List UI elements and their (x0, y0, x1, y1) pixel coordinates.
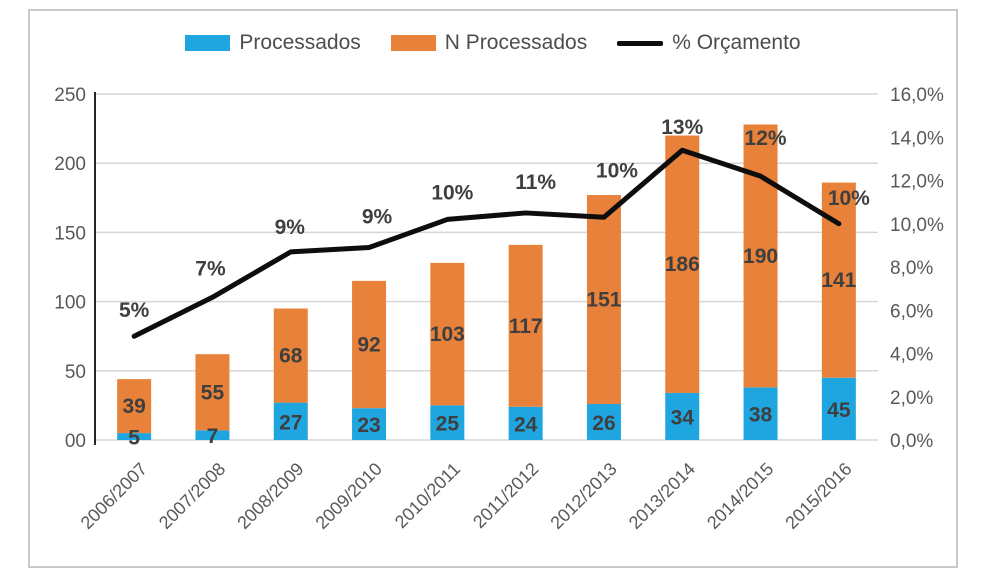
legend-item-orcamento: % Orçamento (617, 31, 801, 55)
bar-segment-processados (117, 433, 152, 440)
legend-swatch-processados-icon (185, 35, 231, 51)
right-axis-tick-label: 8,0% (890, 258, 933, 279)
bar-segment-processados (195, 430, 230, 440)
left-axis-tick-label: 100 (54, 293, 86, 314)
category-label: 2010/2011 (391, 459, 464, 532)
bar-segment-processados (743, 387, 778, 440)
bar-segment-n-processados (665, 135, 700, 393)
right-axis-tick-label: 2,0% (890, 388, 933, 409)
bar-segment-processados (273, 402, 308, 440)
right-axis-tick-label: 4,0% (890, 345, 933, 366)
trend-point-label: 13% (661, 116, 703, 139)
category-label: 2007/2008 (155, 459, 229, 533)
left-axis-tick-label: 150 (54, 223, 86, 244)
bar-segment-n-processados (352, 280, 387, 409)
left-axis-tick-label: 50 (65, 362, 86, 383)
trend-line (131, 147, 842, 339)
right-axis-tick-label: 16,0% (890, 85, 944, 106)
bar-value-label-n-processados: 68 (279, 345, 303, 368)
legend-item-processados: Processados (185, 31, 361, 55)
bar-value-label-n-processados: 55 (201, 381, 225, 404)
right-axis-tick-label: 12,0% (890, 172, 944, 193)
bar-value-label-n-processados: 92 (357, 334, 380, 357)
bar-value-label-processados: 23 (357, 414, 380, 437)
trend-point-label: 7% (195, 257, 226, 280)
category-label: 2006/2007 (77, 459, 151, 533)
bar-segment-processados (665, 392, 700, 440)
trend-point-label: 10% (596, 159, 638, 182)
bar-value-label-processados: 27 (279, 411, 302, 434)
legend: Processados N Processados % Orçamento (28, 31, 958, 55)
category-label: 2014/2015 (703, 459, 777, 533)
bar-segment-n-processados (743, 124, 778, 388)
bar-value-label-processados: 45 (827, 399, 851, 422)
bar-value-label-n-processados: 39 (122, 395, 145, 418)
chart-frame (28, 9, 958, 568)
bar-value-label-processados: 34 (671, 406, 695, 429)
bar-segment-processados (430, 405, 465, 440)
bar-segment-n-processados (117, 379, 152, 434)
legend-item-n-processados: N Processados (390, 31, 588, 55)
legend-swatch-orcamento-icon (617, 40, 664, 46)
trend-point-label: 10% (431, 181, 473, 204)
left-axis-tick-label: 00 (65, 431, 86, 452)
left-axis-tick-label: 250 (54, 85, 86, 106)
legend-label-n-processados: N Processados (444, 31, 588, 54)
bar-segment-processados (508, 406, 543, 440)
bar-value-label-processados: 5 (128, 427, 140, 450)
trend-point-label: 12% (745, 127, 787, 150)
left-axis-tick-label: 200 (54, 154, 86, 175)
bar-segment-n-processados (508, 244, 543, 407)
trend-point-label: 5% (119, 299, 150, 322)
bar-segment-processados (821, 377, 856, 440)
trend-point-label: 9% (362, 206, 393, 229)
bar-value-label-n-processados: 190 (743, 245, 778, 268)
right-axis-tick-label: 0,0% (890, 431, 933, 452)
bar-value-label-n-processados: 103 (430, 323, 465, 346)
category-label: 2013/2014 (625, 459, 699, 533)
bar-value-label-n-processados: 186 (665, 253, 700, 276)
trend-point-label: 11% (515, 171, 556, 194)
bar-value-label-n-processados: 141 (821, 269, 856, 292)
bar-segment-n-processados (586, 195, 621, 405)
bar-segment-processados (586, 404, 621, 440)
legend-swatch-n-processados-icon (390, 35, 436, 51)
bar-value-label-processados: 26 (592, 412, 615, 435)
bar-segment-n-processados (273, 308, 308, 403)
bar-value-label-processados: 24 (514, 413, 538, 436)
right-axis-tick-label: 6,0% (890, 301, 933, 322)
bar-value-label-processados: 38 (749, 404, 773, 427)
category-label: 2008/2009 (233, 459, 307, 533)
trend-point-label: 9% (275, 216, 306, 239)
right-axis-tick-label: 14,0% (890, 128, 944, 149)
category-label: 2012/2013 (546, 459, 620, 533)
bar-value-label-processados: 25 (436, 413, 460, 436)
bar-segment-n-processados (430, 262, 465, 406)
legend-label-processados: Processados (239, 31, 361, 54)
bar-value-label-processados: 7 (207, 425, 219, 448)
right-axis-tick-label: 10,0% (890, 215, 944, 236)
category-label: 2009/2010 (312, 459, 386, 533)
category-label: 2011/2012 (469, 459, 542, 532)
trend-point-label: 10% (828, 187, 870, 210)
bar-value-label-n-processados: 151 (586, 289, 621, 312)
legend-label-orcamento: % Orçamento (672, 31, 801, 54)
bar-value-label-n-processados: 117 (509, 315, 543, 338)
bar-segment-processados (352, 408, 387, 440)
bar-segment-n-processados (195, 354, 230, 431)
category-label: 2015/2016 (781, 459, 855, 533)
